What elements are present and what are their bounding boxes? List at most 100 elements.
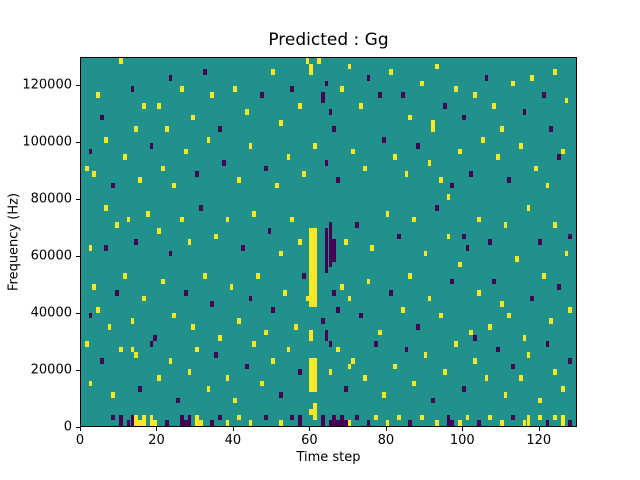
heatmap-cell [134,239,139,245]
heatmap-cell [450,420,455,426]
heatmap-cell [168,358,173,364]
heatmap-cell [263,165,268,172]
heatmap-cell [119,346,123,353]
y-tick-label: 20000 [30,362,72,378]
heatmap-cell [279,120,283,126]
heatmap-cell [263,414,268,421]
heatmap-cell [446,193,451,200]
heatmap-cell [347,63,352,70]
heatmap-cell [248,295,253,302]
heatmap-cell [553,369,557,376]
x-tick-label: 100 [449,433,475,448]
heatmap-cell [130,346,135,353]
heatmap-cell [119,414,123,426]
heatmap-cell [92,284,97,291]
heatmap-cell [416,142,420,149]
heatmap-cell [328,341,333,347]
heatmap-cell [233,397,238,404]
heatmap-cell [473,91,477,98]
x-tick-mark [309,427,311,431]
heatmap-cell [496,154,500,160]
heatmap-cell [122,154,127,160]
x-tick-mark [80,427,81,431]
heatmap-cell [160,278,165,285]
heatmap-cell [412,380,417,387]
heatmap-cell [537,239,542,245]
y-tick-mark [76,370,80,372]
heatmap-cell [358,312,363,319]
heatmap-cell [397,414,401,421]
heatmap-cell [511,80,516,87]
heatmap-cell [473,335,477,342]
heatmap-cell [526,205,531,211]
heatmap-cell [408,114,413,121]
heatmap-cell [172,312,177,319]
heatmap-cell [221,159,226,166]
heatmap-cell [362,375,367,381]
heatmap-cell [88,312,93,319]
y-tick-mark [76,142,80,144]
heatmap-cell [153,420,158,426]
heatmap-cell [259,380,264,387]
heatmap-cell [450,278,455,285]
heatmap-cell [218,125,222,132]
heatmap-cell [351,358,356,364]
heatmap-cell [313,227,318,308]
heatmap-cell [564,97,569,104]
heatmap-cell [153,335,158,342]
heatmap-cell [492,103,497,109]
heatmap-cell [301,273,306,279]
y-tick-mark [76,256,80,258]
heatmap-cell [111,414,116,421]
x-tick-label: 120 [526,433,552,448]
heatmap-cell [465,244,470,251]
heatmap-cell [397,233,401,240]
heatmap-cell [180,414,184,426]
heatmap-cell [507,312,512,319]
heatmap-cell [172,182,177,189]
x-tick-label: 20 [148,433,165,448]
heatmap-cell [435,63,439,70]
heatmap-cell [313,358,318,393]
heatmap-cell [355,414,359,421]
heatmap-plot [80,57,577,427]
heatmap-cell [286,154,291,160]
heatmap-cell [381,392,386,398]
heatmap-cell [522,108,527,115]
y-tick-mark [76,199,80,201]
heatmap-cell [343,420,348,426]
heatmap-cell [244,363,249,370]
heatmap-cell [145,210,150,217]
heatmap-cell [88,244,93,251]
heatmap-cell [534,165,538,172]
heatmap-cell [351,148,356,155]
heatmap-cell [141,103,146,109]
heatmap-cell [225,420,230,426]
heatmap-cell [103,205,108,211]
heatmap-cell [324,329,329,342]
heatmap-cell [339,86,344,92]
heatmap-cell [530,295,535,302]
heatmap-cell [294,324,299,330]
heatmap-cell [195,346,200,353]
heatmap-cell [267,227,272,234]
heatmap-cell [568,420,573,426]
heatmap-cell [210,420,215,426]
heatmap-cell [313,403,318,421]
heatmap-cell [309,409,314,415]
heatmap-cell [518,142,523,149]
heatmap-cell [286,346,291,353]
heatmap-cell [545,341,550,347]
y-tick-label: 80000 [30,191,72,207]
heatmap-cell [149,341,154,347]
heatmap-cell [157,103,161,109]
heatmap-cell [328,420,333,426]
heatmap-cell [279,250,283,257]
heatmap-cell [492,278,497,285]
x-tick-mark [538,427,540,431]
x-tick-mark [156,427,158,431]
heatmap-cell [111,392,116,398]
heatmap-cell [332,239,337,262]
heatmap-cell [324,159,329,166]
heatmap-cell [339,414,344,426]
